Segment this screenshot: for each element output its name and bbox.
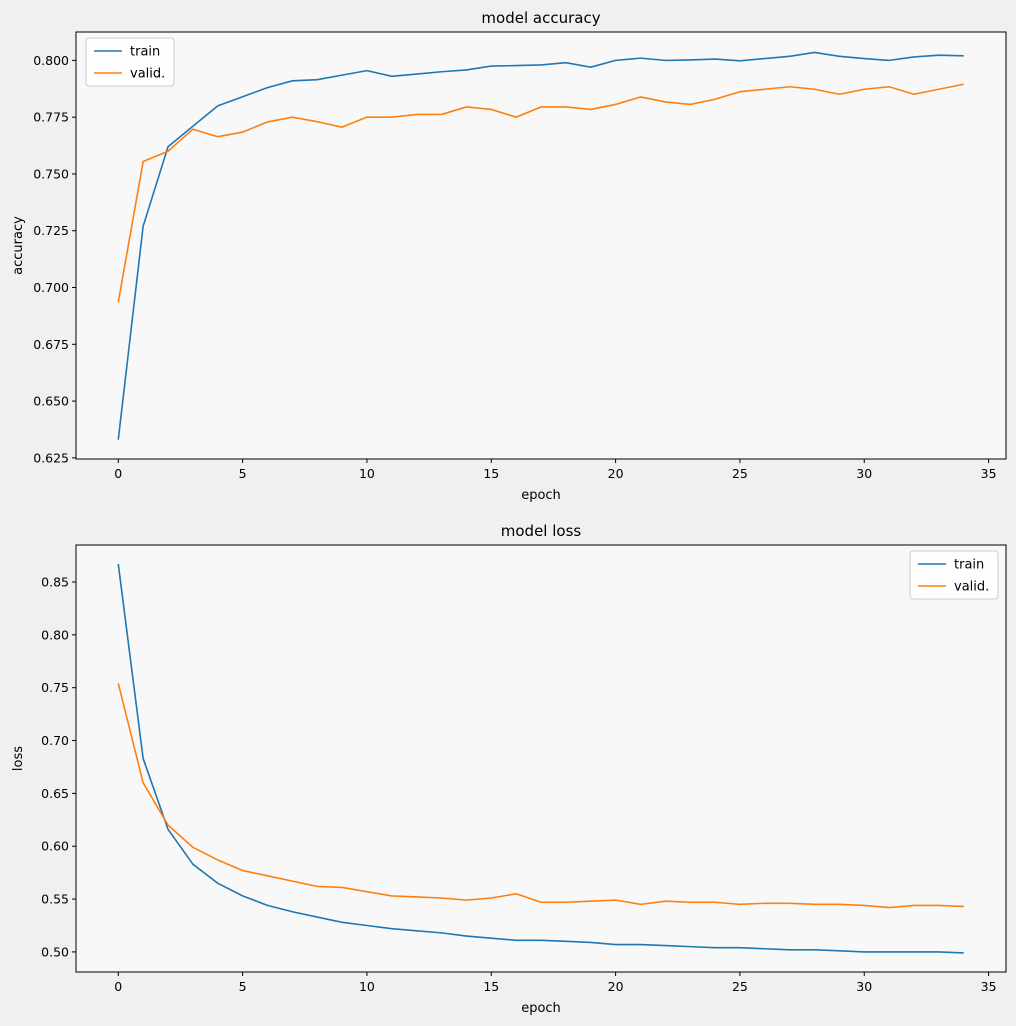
legend-label: train <box>130 45 160 60</box>
axes-frame <box>75 31 1007 460</box>
x-tick-label: 20 <box>608 979 624 994</box>
y-tick-label: 0.700 <box>33 280 69 295</box>
y-tick-label: 0.625 <box>33 450 69 465</box>
y-tick-label: 0.750 <box>33 166 69 181</box>
x-tick-label: 0 <box>114 466 122 481</box>
series-line-valid <box>117 683 964 909</box>
chart-title: model loss <box>501 522 582 540</box>
series-line-train <box>117 563 964 954</box>
chart1: 0 5 10 15 20 25 30 35 0.50 0.55 0.60 0.65 0.70 0.75 0.… <box>11 522 1007 1016</box>
y-tick-label: 0.70 <box>41 733 69 748</box>
x-tick-label: 5 <box>239 466 247 481</box>
axes-frame <box>75 544 1007 973</box>
x-tick-label: 30 <box>856 979 872 994</box>
x-tick-label: 15 <box>483 979 499 994</box>
x-axis-label: epoch <box>521 488 561 503</box>
legend-label: valid. <box>130 67 165 82</box>
x-tick-label: 10 <box>359 466 375 481</box>
y-axis-label: accuracy <box>11 216 26 275</box>
x-tick-label: 35 <box>981 466 997 481</box>
y-tick-label: 0.50 <box>41 944 69 959</box>
y-tick-label: 0.675 <box>33 337 69 352</box>
y-tick-label: 0.55 <box>41 892 69 907</box>
y-tick-label: 0.725 <box>33 223 69 238</box>
legend-box <box>85 37 175 87</box>
y-tick-label: 0.80 <box>41 627 69 642</box>
y-tick-label: 0.775 <box>33 110 69 125</box>
x-tick-label: 15 <box>483 466 499 481</box>
x-tick-label: 20 <box>608 466 624 481</box>
x-tick-label: 30 <box>856 466 872 481</box>
x-tick-label: 5 <box>239 979 247 994</box>
legend-box <box>909 550 999 600</box>
x-tick-label: 25 <box>732 979 748 994</box>
series-line-train <box>117 51 964 440</box>
legend: train valid. <box>909 550 999 600</box>
chart0: 0 5 10 15 20 25 30 35 0.625 0.650 0.675 0.700 0.725 0… <box>11 9 1007 503</box>
y-tick-label: 0.75 <box>41 680 69 695</box>
y-tick-label: 0.800 <box>33 53 69 68</box>
legend-label: train <box>954 558 984 573</box>
x-axis-label: epoch <box>521 1001 561 1016</box>
series-line-valid <box>117 83 964 303</box>
x-tick-label: 25 <box>732 466 748 481</box>
x-tick-label: 35 <box>981 979 997 994</box>
plot-area <box>76 32 1006 459</box>
plot-area <box>76 545 1006 972</box>
y-tick-label: 0.650 <box>33 394 69 409</box>
y-tick-label: 0.85 <box>41 574 69 589</box>
x-tick-label: 10 <box>359 979 375 994</box>
legend: train valid. <box>85 37 175 87</box>
legend-label: valid. <box>954 580 989 595</box>
x-tick-label: 0 <box>114 979 122 994</box>
y-axis-label: loss <box>11 746 26 771</box>
y-tick-label: 0.60 <box>41 839 69 854</box>
chart-title: model accuracy <box>481 9 600 27</box>
y-tick-label: 0.65 <box>41 786 69 801</box>
